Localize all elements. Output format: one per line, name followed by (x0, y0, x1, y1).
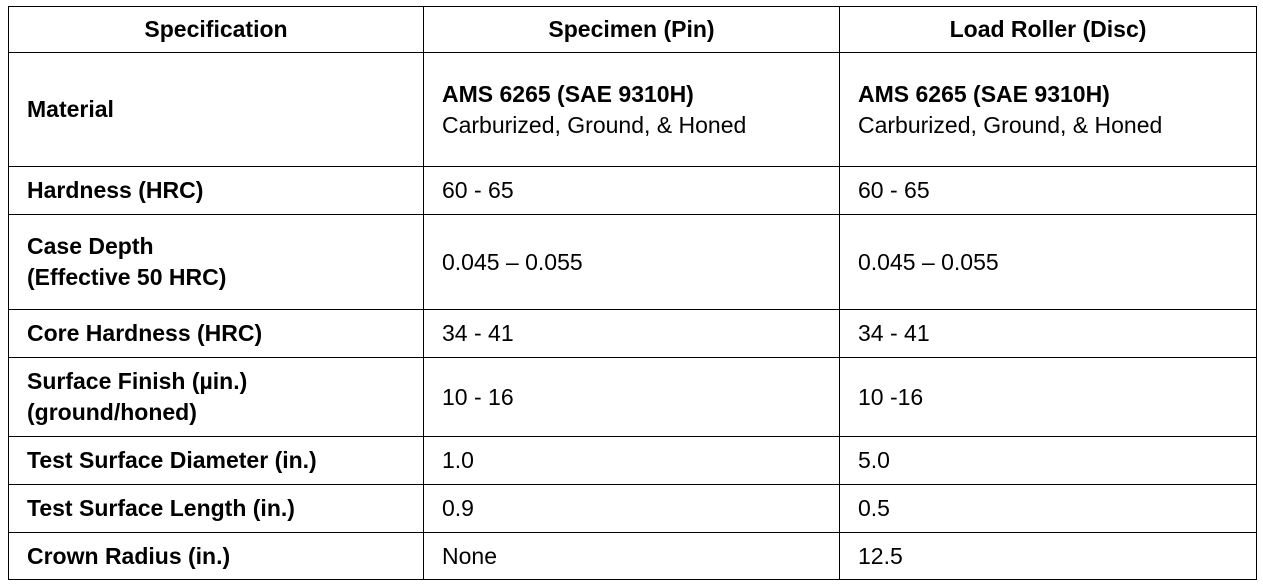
row-diameter: Test Surface Diameter (in.) 1.0 5.0 (8, 436, 1257, 485)
material-pin-process: Carburized, Ground, & Honed (442, 111, 747, 138)
case-depth-label: Case Depth (27, 233, 154, 259)
case-depth-disc: 0.045 – 0.055 (839, 214, 1257, 310)
specification-table: Specification Specimen (Pin) Load Roller… (8, 6, 1257, 580)
case-depth-pin: 0.045 – 0.055 (423, 214, 840, 310)
core-hardness-pin: 34 - 41 (423, 309, 840, 358)
header-row: Specification Specimen (Pin) Load Roller… (8, 6, 1257, 53)
surface-finish-pin: 10 - 16 (423, 357, 840, 437)
surface-finish-label-cell: Surface Finish (µin.) (ground/honed) (8, 357, 424, 437)
length-pin: 0.9 (423, 484, 840, 533)
row-material: Material AMS 6265 (SAE 9310H) Carburized… (8, 52, 1257, 167)
surface-finish-sublabel: (ground/honed) (27, 399, 197, 425)
material-disc-grade: AMS 6265 (SAE 9310H) (858, 80, 1110, 107)
crown-radius-pin: None (423, 532, 840, 580)
surface-finish-label: Surface Finish (µin.) (27, 368, 248, 394)
hardness-pin: 60 - 65 (423, 166, 840, 215)
header-specimen-pin: Specimen (Pin) (423, 6, 840, 53)
material-label: Material (8, 52, 424, 167)
hardness-disc: 60 - 65 (839, 166, 1257, 215)
diameter-pin: 1.0 (423, 436, 840, 485)
material-pin-grade: AMS 6265 (SAE 9310H) (442, 80, 694, 107)
diameter-label: Test Surface Diameter (in.) (8, 436, 424, 485)
case-depth-label-cell: Case Depth (Effective 50 HRC) (8, 214, 424, 310)
material-disc-cell: AMS 6265 (SAE 9310H) Carburized, Ground,… (839, 52, 1257, 167)
surface-finish-disc: 10 -16 (839, 357, 1257, 437)
core-hardness-disc: 34 - 41 (839, 309, 1257, 358)
crown-radius-label: Crown Radius (in.) (8, 532, 424, 580)
crown-radius-disc: 12.5 (839, 532, 1257, 580)
length-disc: 0.5 (839, 484, 1257, 533)
length-label: Test Surface Length (in.) (8, 484, 424, 533)
core-hardness-label: Core Hardness (HRC) (8, 309, 424, 358)
material-disc-process: Carburized, Ground, & Honed (858, 111, 1163, 138)
row-length: Test Surface Length (in.) 0.9 0.5 (8, 484, 1257, 533)
material-pin-cell: AMS 6265 (SAE 9310H) Carburized, Ground,… (423, 52, 840, 167)
row-core-hardness: Core Hardness (HRC) 34 - 41 34 - 41 (8, 309, 1257, 358)
hardness-label: Hardness (HRC) (8, 166, 424, 215)
diameter-disc: 5.0 (839, 436, 1257, 485)
row-crown-radius: Crown Radius (in.) None 12.5 (8, 532, 1257, 580)
header-load-roller-disc: Load Roller (Disc) (839, 6, 1257, 53)
row-surface-finish: Surface Finish (µin.) (ground/honed) 10 … (8, 357, 1257, 437)
header-specification: Specification (8, 6, 424, 53)
row-hardness: Hardness (HRC) 60 - 65 60 - 65 (8, 166, 1257, 215)
case-depth-sublabel: (Effective 50 HRC) (27, 264, 227, 290)
row-case-depth: Case Depth (Effective 50 HRC) 0.045 – 0.… (8, 214, 1257, 310)
